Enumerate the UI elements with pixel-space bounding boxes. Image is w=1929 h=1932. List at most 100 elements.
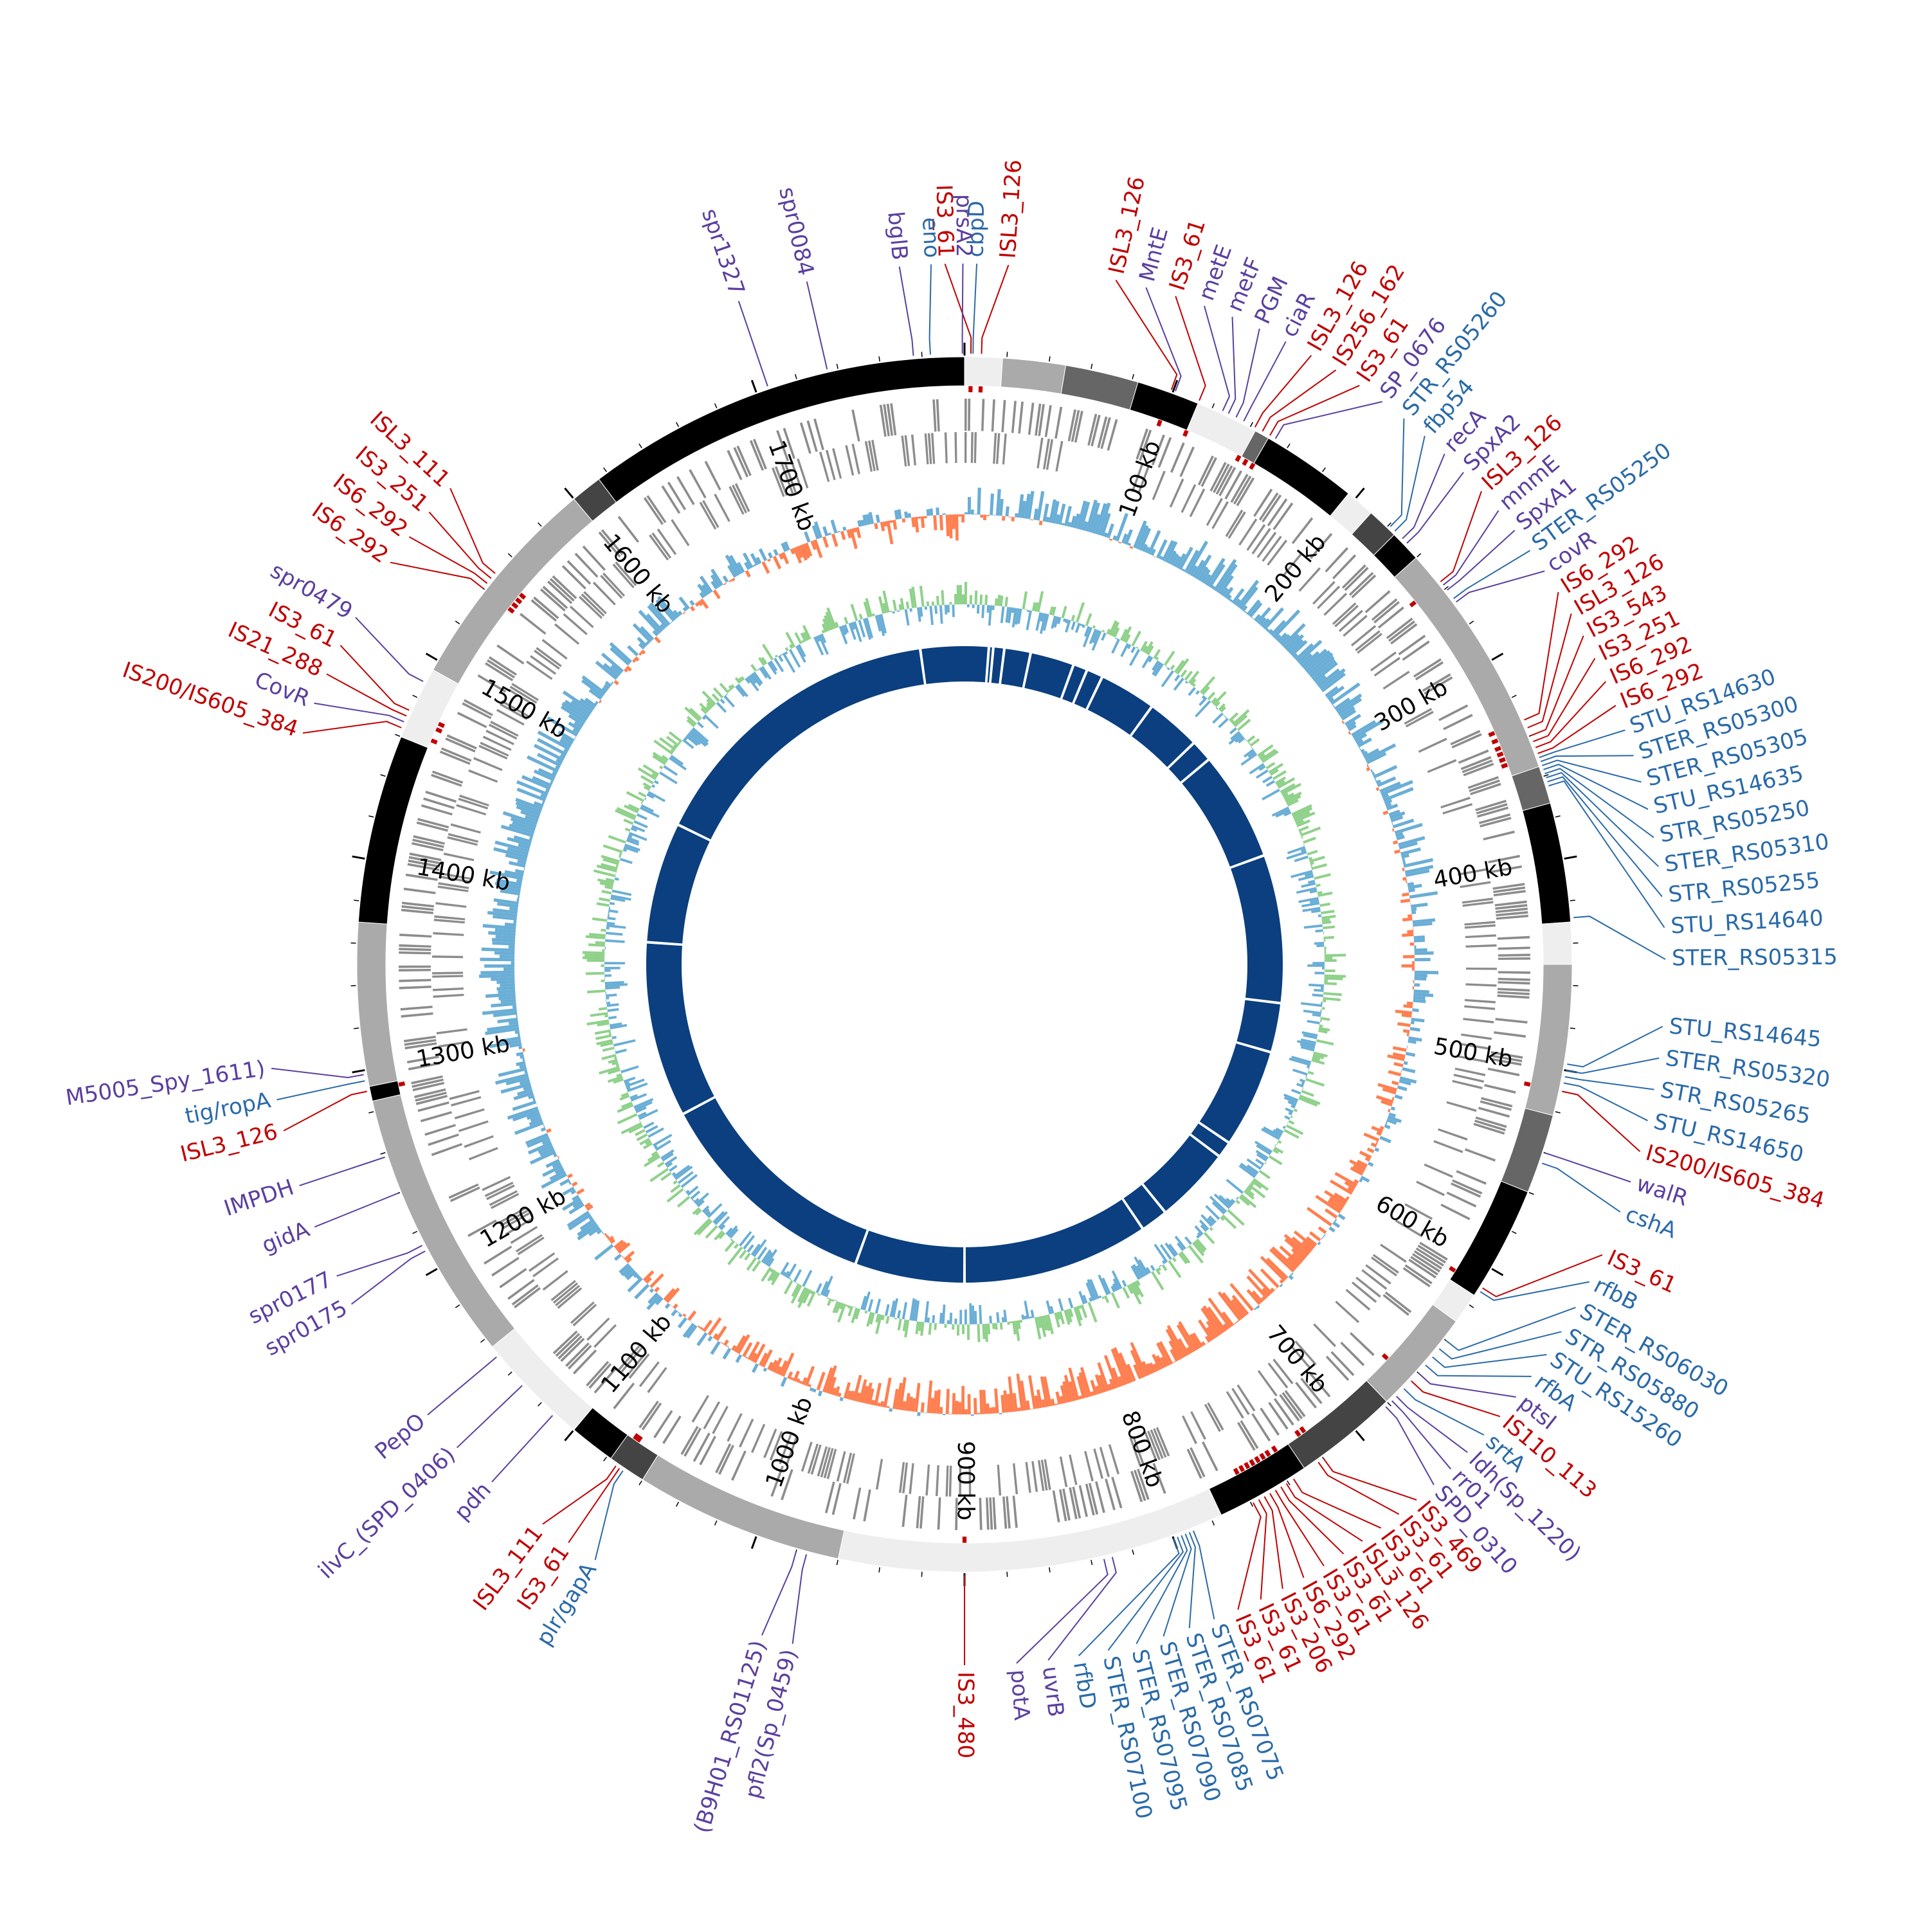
scale-tick <box>1544 775 1549 776</box>
scale-tick <box>1356 488 1364 498</box>
gene-bar <box>949 1466 952 1497</box>
gc-content-bar <box>1412 1008 1419 1012</box>
gc-skew-bar <box>816 1283 822 1294</box>
gc-content-bar <box>1403 1029 1410 1033</box>
gc-skew-bar <box>610 902 615 905</box>
gene-bar <box>458 1121 489 1132</box>
gc-content-bar <box>1415 948 1427 952</box>
scale-label: 500 kb <box>1432 1033 1515 1073</box>
gene-bar <box>514 1287 541 1308</box>
gc-skew-bar <box>639 1120 641 1123</box>
gene-bar <box>649 534 669 561</box>
gc-skew-bar <box>1068 1298 1073 1308</box>
gc-skew-bar <box>615 872 617 875</box>
gc-content-bar <box>1411 1021 1415 1025</box>
gc-content-bar <box>736 1354 743 1363</box>
scale-tick <box>921 1572 922 1577</box>
contig-segment <box>1542 922 1572 964</box>
gc-skew-bar <box>778 655 784 662</box>
gene-bar <box>543 1270 568 1290</box>
gene-bar <box>1236 478 1255 507</box>
label-leader-line <box>1573 916 1665 959</box>
gc-content-bar <box>990 494 994 516</box>
gc-content-bar <box>1411 907 1417 911</box>
gene-bar <box>432 975 463 977</box>
label-leader-line <box>327 674 406 716</box>
label-leader-line <box>1535 682 1606 748</box>
gene-bar <box>433 988 464 991</box>
gc-content-bar <box>1323 692 1325 695</box>
gc-skew-bar <box>609 907 611 909</box>
gene-bar <box>1456 1170 1486 1185</box>
gene-bar <box>661 485 680 514</box>
gc-content-bar <box>546 1128 552 1133</box>
scale-tick <box>1132 374 1134 379</box>
label-leader-line <box>1236 329 1259 417</box>
gc-skew-bar <box>694 1218 711 1236</box>
contig-segment <box>1366 1305 1456 1402</box>
label-leader-line <box>1562 1092 1640 1152</box>
gc-content-bar <box>682 1314 686 1317</box>
gene-bar <box>433 994 464 998</box>
gc-skew-bar <box>970 595 972 605</box>
scale-tick <box>1049 356 1050 361</box>
contig-segment <box>1523 803 1571 924</box>
gene-bar <box>971 432 974 463</box>
gene-bar <box>491 1257 520 1276</box>
scale-tick <box>1287 444 1290 448</box>
gc-skew-bar <box>1071 621 1076 630</box>
gene-bar <box>727 450 742 480</box>
gc-content-bar <box>690 606 695 611</box>
gc-skew-bar <box>615 878 619 881</box>
gc-skew-bar <box>739 1231 752 1247</box>
scale-tick <box>1091 364 1092 369</box>
gc-skew-bar <box>1159 1265 1161 1267</box>
gene-bar <box>1416 1181 1445 1196</box>
label-leader-line <box>303 721 401 733</box>
gene-bar <box>731 1450 747 1481</box>
label-leader-line <box>1108 1537 1182 1650</box>
scale-tick <box>604 467 607 471</box>
gc-content-bar <box>889 520 892 523</box>
gc-content-bar <box>1359 1151 1372 1159</box>
label-leader-line <box>337 1245 422 1276</box>
gc-content-bar <box>980 514 983 518</box>
gc-skew-bar <box>611 890 631 896</box>
gc-skew-bar <box>932 602 934 606</box>
gc-content-bar <box>986 1404 990 1414</box>
gc-content-bar <box>1274 1288 1277 1290</box>
gene-bar <box>964 399 967 431</box>
gc-content-bar <box>599 700 602 704</box>
scale-tick <box>455 1305 460 1308</box>
gc-skew-bar <box>1226 1178 1244 1193</box>
gc-skew-bar <box>606 1000 607 1002</box>
gc-skew-bar <box>919 586 925 607</box>
gc-content-bar <box>613 680 619 685</box>
gc-skew-bar <box>1000 1323 1003 1330</box>
gene-bar <box>1342 564 1366 589</box>
gene-bar <box>1228 511 1246 539</box>
gc-skew-bar <box>875 1299 881 1314</box>
gc-content-bar <box>992 1407 996 1413</box>
gc-skew-bar <box>725 694 728 696</box>
gene-bar <box>1495 1018 1527 1024</box>
gc-skew-bar <box>606 993 617 997</box>
gene-bar <box>968 399 970 431</box>
label-leader-line <box>1543 764 1648 809</box>
gc-content-bar <box>1412 961 1415 964</box>
gene-bar <box>424 1124 456 1135</box>
gc-content-bar <box>511 961 514 964</box>
gc-skew-bar <box>723 695 735 707</box>
gc-skew-bar <box>669 757 687 770</box>
scale-tick <box>1323 467 1326 471</box>
gene-bar <box>573 1304 597 1326</box>
scale-tick <box>1132 1549 1134 1555</box>
gc-skew-bar <box>1224 716 1227 719</box>
label-leader-line <box>973 264 977 354</box>
gc-skew-bar <box>606 997 609 999</box>
gc-skew-bar <box>1323 932 1325 934</box>
gc-content-bar <box>512 1005 516 1008</box>
gene-bar <box>979 1498 983 1530</box>
gc-skew-bar <box>944 1324 946 1328</box>
gene-bar <box>1373 1254 1399 1274</box>
